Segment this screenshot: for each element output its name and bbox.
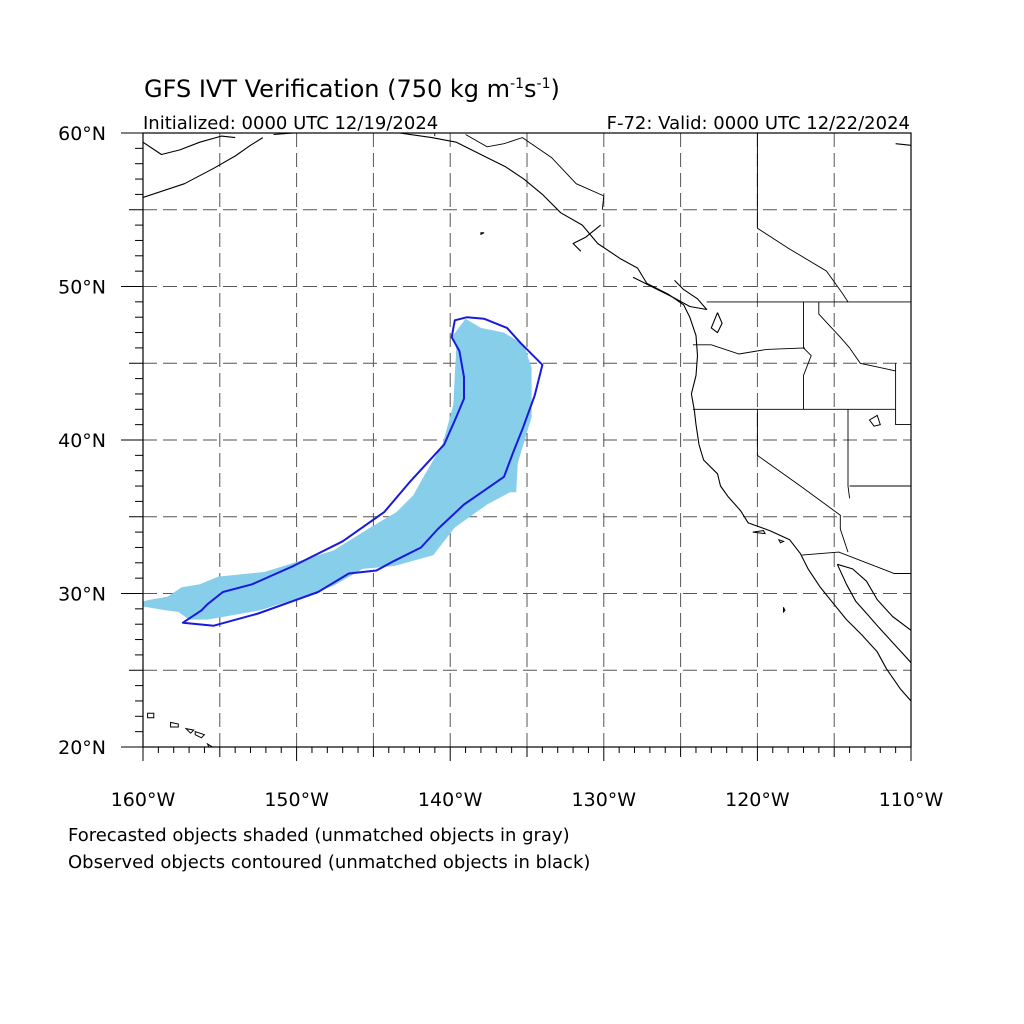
island <box>783 607 786 614</box>
map-title: GFS IVT Verification (750 kg m-1s-1) <box>144 75 560 103</box>
political-border <box>756 409 849 553</box>
political-border <box>692 344 806 355</box>
latitude-labels: 60°N 50°N 40°N 30°N 20°N <box>58 123 106 759</box>
coastline <box>632 276 708 311</box>
island <box>170 721 179 728</box>
longitude-tick-label: 120°W <box>725 789 790 811</box>
longitude-labels: 160°W 150°W 140°W 130°W 120°W 110°W <box>111 789 944 811</box>
coastline <box>836 564 911 663</box>
island <box>206 742 214 747</box>
island <box>480 232 485 236</box>
political-border <box>801 551 911 574</box>
coastline <box>399 133 911 702</box>
island <box>777 538 785 544</box>
title-exponent-2: -1 <box>537 76 551 92</box>
coastline <box>572 224 602 252</box>
political-border <box>803 301 812 410</box>
coastline <box>710 312 723 334</box>
political-border <box>465 134 605 210</box>
political-border <box>818 301 896 372</box>
longitude-tick-label: 160°W <box>111 789 176 811</box>
title-s-unit: s <box>524 75 537 103</box>
latitude-tick-label: 60°N <box>58 123 106 145</box>
latitude-tick-label: 30°N <box>58 584 106 606</box>
longitude-tick-label: 110°W <box>879 789 944 811</box>
coastlines-and-borders <box>143 133 911 747</box>
observed-contour-layer <box>181 316 544 627</box>
political-border <box>756 133 849 303</box>
longitude-tick-label: 140°W <box>418 789 483 811</box>
forecast-caption: Forecasted objects shaded (unmatched obj… <box>68 825 570 846</box>
latitude-tick-label: 50°N <box>58 277 106 299</box>
forecast-ivt-object <box>143 318 532 620</box>
island <box>752 530 766 535</box>
latitude-tick-label: 20°N <box>58 737 106 759</box>
latitude-tick-label: 40°N <box>58 430 106 452</box>
coastline <box>837 563 911 631</box>
observed-caption: Observed objects contoured (unmatched ob… <box>68 852 591 873</box>
political-border <box>895 363 911 426</box>
coastline <box>143 135 236 156</box>
longitude-tick-label: 130°W <box>572 789 637 811</box>
island <box>184 727 195 734</box>
observed-ivt-contour <box>181 316 544 627</box>
island <box>147 712 155 719</box>
axis-ticks <box>121 132 912 761</box>
coastline <box>143 137 264 199</box>
title-exponent-1: -1 <box>510 76 524 92</box>
island <box>194 730 206 739</box>
lat-lon-grid <box>143 133 911 747</box>
forecast-objects-layer <box>143 318 532 620</box>
initialized-label: Initialized: 0000 UTC 12/19/2024 <box>143 113 438 134</box>
island <box>868 414 881 427</box>
valid-time-label: F-72: Valid: 0000 UTC 12/22/2024 <box>607 113 910 134</box>
longitude-tick-label: 150°W <box>264 789 329 811</box>
map-plot-area: 160°W 150°W 140°W 130°W 120°W 110°W 60°N 50°N 4… <box>58 123 943 811</box>
title-close-paren: ) <box>551 75 560 103</box>
title-main: GFS IVT Verification (750 kg m <box>144 75 510 103</box>
political-border <box>847 409 851 499</box>
coastline <box>895 143 911 146</box>
